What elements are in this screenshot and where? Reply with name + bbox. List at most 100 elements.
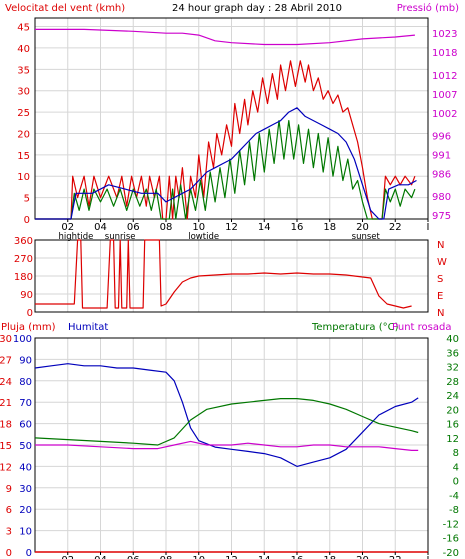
- wind-left-axis-tick-label: 30: [17, 87, 30, 98]
- pressure-axis-tick-label: 1018: [432, 48, 457, 59]
- pressure-title: Pressió (mb): [397, 2, 459, 14]
- direction-axis-tick-label: 270: [14, 254, 33, 265]
- humidity-axis-tick-label: 40: [19, 462, 32, 473]
- date-title: 24 hour graph day : 28 Abril 2010: [172, 3, 342, 14]
- rain-axis-tick-label: 0: [6, 548, 12, 559]
- wind-x-tick-label: 06: [127, 222, 140, 233]
- wind-x-tick-label: I: [427, 222, 430, 233]
- humidity-title: Humitat: [68, 322, 108, 333]
- humidity-x-tick-label: 08: [160, 555, 173, 559]
- wind-x-tick-label: 12: [225, 222, 238, 233]
- rain-axis-tick-label: 6: [6, 505, 12, 516]
- pressure-axis-tick-label: 991: [432, 151, 451, 162]
- humidity-x-tick-label: 06: [127, 555, 140, 559]
- wind-pressure-panel: Velocitat del vent (kmh) 24 hour graph d…: [5, 2, 459, 242]
- pressure-axis-tick-label: 980: [432, 192, 451, 203]
- rain-axis-tick-label: 18: [0, 420, 12, 431]
- pressure-axis-tick-label: 1012: [432, 71, 457, 82]
- temperature-axis-tick-label: 12: [446, 434, 459, 445]
- wind-x-tick-label: 02: [61, 222, 74, 233]
- humidity-x-tick-label: 04: [94, 555, 107, 559]
- temperature-axis-tick-label: 40: [446, 334, 459, 345]
- series-temperature: [34, 398, 419, 446]
- temperature-axis-tick-label: 36: [446, 348, 459, 359]
- humidity-x-tick-label: 12: [225, 555, 238, 559]
- compass-label-N: N: [437, 240, 444, 251]
- temperature-axis-tick-label: 0: [453, 477, 459, 488]
- pressure-axis-tick-label: 1007: [432, 90, 457, 101]
- direction-axis-tick-label: 0: [27, 308, 33, 319]
- humidity-x-tick-label: 10: [192, 555, 205, 559]
- direction-axis-tick-label: 90: [20, 290, 33, 301]
- humidity-x-tick-label: 20: [356, 555, 369, 559]
- wind-left-axis-tick-label: 0: [24, 215, 30, 226]
- humidity-x-tick-label: 14: [258, 555, 271, 559]
- compass-label-E: E: [437, 291, 443, 302]
- wind-x-tick-label: 20: [356, 222, 369, 233]
- series-speed: [35, 120, 416, 220]
- series-pressure: [35, 28, 415, 46]
- humidity-axis-tick-label: 100: [13, 334, 32, 345]
- series-gust: [35, 60, 416, 220]
- temperature-axis-tick-label: -4: [449, 491, 459, 502]
- pressure-axis-tick-label: 986: [432, 169, 451, 180]
- temperature-axis-tick-label: 28: [446, 377, 459, 388]
- wind-left-axis-tick-label: 45: [17, 23, 30, 34]
- direction-axis-tick-label: 180: [14, 272, 33, 283]
- compass-label-N: N: [437, 308, 444, 319]
- wind-speed-title: Velocitat del vent (kmh): [5, 3, 125, 14]
- rain-axis-tick-label: 9: [6, 484, 12, 495]
- humidity-axis-tick-label: 60: [19, 420, 32, 431]
- wind-x-tick-label: 08: [160, 222, 173, 233]
- humidity-axis-tick-label: 50: [19, 441, 32, 452]
- humidity-axis-tick-label: 20: [19, 505, 32, 516]
- humidity-axis-tick-label: 80: [19, 377, 32, 388]
- humidity-axis-tick-label: 10: [19, 527, 32, 538]
- temperature-axis-tick-label: -16: [443, 534, 459, 545]
- pressure-axis-tick-label: 1023: [432, 29, 457, 40]
- rain-axis-tick-label: 21: [0, 398, 12, 409]
- humidity-axis-tick-label: 30: [19, 484, 32, 495]
- temperature-title: Temperatura (°C): [311, 322, 399, 333]
- humidity-x-tick-label: 22: [389, 555, 402, 559]
- pressure-axis-tick-label: 975: [432, 211, 451, 222]
- wind-event-sunrise: sunrise: [105, 232, 136, 242]
- series-dewpoint: [35, 440, 419, 451]
- wind-x-tick-label: 18: [323, 222, 336, 233]
- wind-event-sunset: sunset: [352, 232, 381, 242]
- rain-axis-tick-label: 12: [0, 462, 12, 473]
- wind-x-tick-label: 22: [389, 222, 402, 233]
- temperature-axis-tick-label: 8: [453, 448, 459, 459]
- wind-event-lowtide: lowtide: [188, 232, 219, 242]
- humidity-x-tick-label: 02: [61, 555, 74, 559]
- series-average: [35, 107, 417, 220]
- pressure-axis-tick-label: 1002: [432, 109, 457, 120]
- rain-axis-tick-label: 3: [6, 527, 12, 538]
- temperature-axis-tick-label: -12: [443, 519, 459, 530]
- temperature-axis-tick-label: -20: [443, 548, 459, 559]
- rain-axis-tick-label: 30: [0, 334, 12, 345]
- wind-left-axis-tick-label: 15: [17, 151, 30, 162]
- series-direction: [35, 239, 412, 309]
- humidity-x-tick-label: 18: [323, 555, 336, 559]
- humidity-x-tick-label: I: [427, 555, 430, 559]
- rain-axis-tick-label: 15: [0, 441, 12, 452]
- wind-x-tick-label: 10: [192, 222, 205, 233]
- humidity-axis-tick-label: 70: [19, 398, 32, 409]
- direction-axis-tick-label: 360: [14, 236, 33, 247]
- compass-label-W: W: [437, 257, 447, 268]
- direction-plot-frame: [34, 239, 429, 313]
- wind-x-tick-label: 14: [258, 222, 271, 233]
- humidity-temperature-panel: Pluja (mm) Humitat Temperatura (°C) Punt…: [0, 322, 459, 559]
- wind-x-tick-label: 04: [94, 222, 107, 233]
- wind-left-axis-tick-label: 10: [17, 172, 30, 183]
- temperature-axis-tick-label: 20: [446, 405, 459, 416]
- humidity-axis-tick-label: 0: [26, 548, 32, 559]
- temperature-axis-tick-label: 16: [446, 420, 459, 431]
- compass-label-S: S: [437, 274, 443, 285]
- wind-left-axis-tick-label: 5: [24, 194, 30, 205]
- temperature-axis-tick-label: 24: [446, 391, 459, 402]
- series-humidity: [34, 363, 419, 467]
